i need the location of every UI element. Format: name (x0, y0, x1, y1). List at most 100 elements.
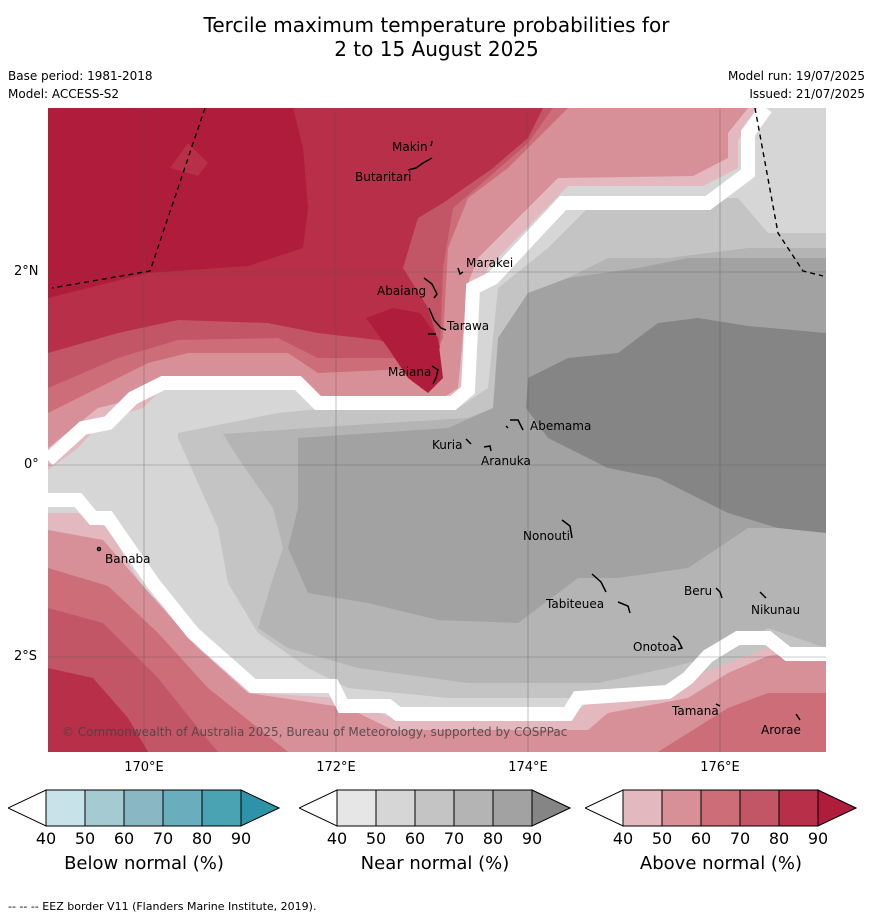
tick-below-70: 70 (152, 829, 174, 848)
label-abaiang: Abaiang (377, 284, 427, 298)
colorbar-2-segment-4 (778, 789, 819, 827)
above-normal-90-region-small (170, 143, 208, 176)
island-nonouti (561, 519, 573, 539)
label-onotoa: Onotoa (633, 640, 677, 654)
above-normal-90-region-maiana (366, 308, 443, 393)
above-normal-90-region-nw (48, 108, 308, 298)
lon-label-174e: 174°E (508, 760, 548, 775)
colorbar-below-normal (8, 789, 280, 827)
tick-near-40: 40 (326, 829, 348, 848)
label-nikunau: Nikunau (751, 603, 801, 617)
boundary-band-north (48, 108, 772, 466)
above-normal-60-region-se (658, 693, 826, 752)
eez-footnote: -- -- -- EEZ border V11 (Flanders Marine… (8, 900, 317, 913)
island-butaritari (407, 157, 433, 171)
colorbar-0-segment-3 (162, 789, 203, 827)
colorbar-2-segment-0 (622, 789, 663, 827)
eez-border-east (754, 108, 824, 277)
lat-label-0: 0° (24, 457, 39, 472)
probability-map (48, 108, 826, 752)
colorbar-0-segment-0 (45, 789, 86, 827)
tick-above-70: 70 (729, 829, 751, 848)
label-banaba: Banaba (105, 552, 151, 566)
issued-date: Issued: 21/07/2025 (749, 87, 865, 101)
lat-label-2s: 2°S (14, 649, 38, 664)
island-marakei (457, 267, 464, 276)
label-tamana: Tamana (672, 704, 719, 718)
above-normal-50-region-sw (48, 530, 826, 752)
tick-below-40: 40 (35, 829, 57, 848)
colorbar-below-title: Below normal (%) (64, 853, 224, 874)
island-tarawa (428, 307, 447, 335)
island-nikunau (759, 591, 767, 599)
colorbar-1-segment-4 (492, 789, 533, 827)
colorbar-1-segment-2 (414, 789, 455, 827)
label-beru: Beru (684, 584, 713, 598)
label-arorae: Arorae (761, 723, 801, 737)
colorbar-2-segment-3 (739, 789, 780, 827)
island-beru (715, 587, 723, 599)
copyright-notice: © Commonwealth of Australia 2025, Bureau… (62, 725, 568, 739)
tick-below-50: 50 (74, 829, 96, 848)
island-maiana (431, 365, 439, 385)
tick-above-80: 80 (768, 829, 790, 848)
label-aranuka: Aranuka (481, 454, 531, 468)
tick-below-80: 80 (191, 829, 213, 848)
label-tarawa: Tarawa (447, 319, 490, 333)
island-abaiang (423, 277, 438, 299)
label-maiana: Maiana (388, 365, 432, 379)
island-arorae (795, 713, 801, 721)
island-abemama (505, 419, 524, 431)
title-line-1: Tercile maximum temperature probabilitie… (203, 13, 670, 37)
tick-above-90: 90 (807, 829, 829, 848)
near-normal-90-region (526, 318, 826, 533)
label-abemama: Abemama (530, 419, 592, 433)
tick-near-50: 50 (365, 829, 387, 848)
label-kuria: Kuria (432, 438, 463, 452)
tick-above-50: 50 (651, 829, 673, 848)
label-marakei: Marakei (466, 256, 514, 270)
lat-label-2n: 2°N (14, 264, 39, 279)
label-tabiteuea: Tabiteuea (546, 597, 605, 611)
colorbar-2-segment-2 (700, 789, 741, 827)
above-normal-80-region-sw (48, 668, 148, 752)
colorbar-near-normal (299, 789, 571, 827)
lon-label-176e: 176°E (700, 760, 740, 775)
colorbar-1-segment-0 (336, 789, 377, 827)
colorbar-above-normal (585, 789, 857, 827)
model-run: Model run: 19/07/2025 (727, 69, 865, 83)
eez-border-west (51, 108, 206, 289)
colorbar-2-segment-1 (661, 789, 702, 827)
island-kuria (465, 438, 472, 445)
label-nonouti: Nonouti (523, 529, 570, 543)
colorbar-1-segment-3 (453, 789, 494, 827)
label-butaritari: Butaritari (355, 170, 412, 184)
island-aranuka (483, 445, 492, 452)
base-period: Base period: 1981-2018 (8, 69, 153, 83)
island-onotoa (672, 635, 684, 650)
tick-above-40: 40 (612, 829, 634, 848)
colorbar-0-segment-1 (84, 789, 125, 827)
colorbar-above-title: Above normal (%) (639, 853, 803, 874)
island-tamana (715, 703, 721, 707)
island-banaba (96, 546, 102, 552)
tick-near-60: 60 (404, 829, 426, 848)
tick-near-90: 90 (521, 829, 543, 848)
colorbar-0-segment-2 (123, 789, 164, 827)
boundary-band-south (48, 493, 826, 721)
tick-below-60: 60 (113, 829, 135, 848)
tick-near-80: 80 (482, 829, 504, 848)
lon-label-170e: 170°E (124, 760, 164, 775)
colorbar-1-segment-1 (375, 789, 416, 827)
lon-label-172e: 172°E (316, 760, 356, 775)
tick-below-90: 90 (230, 829, 252, 848)
colorbar-near-title: Near normal (%) (360, 853, 510, 874)
tick-near-70: 70 (443, 829, 465, 848)
tick-above-60: 60 (690, 829, 712, 848)
label-makin: Makin (392, 140, 428, 154)
island-tabiteuea (591, 573, 631, 614)
island-makin (430, 140, 433, 147)
title-line-2: 2 to 15 August 2025 (334, 37, 539, 61)
model-name: Model: ACCESS-S2 (8, 87, 120, 101)
colorbar-0-segment-4 (201, 789, 242, 827)
